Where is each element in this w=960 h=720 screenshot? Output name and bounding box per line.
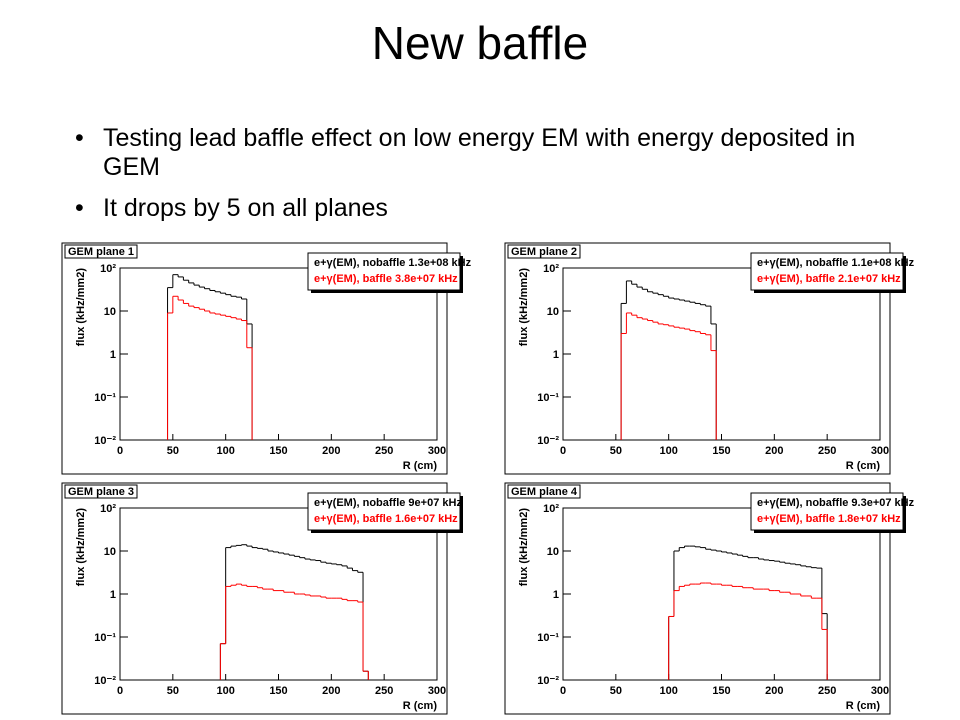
x-tick-label: 150 (712, 445, 730, 457)
x-tick-label: 0 (117, 685, 123, 697)
x-axis-label: R (cm) (846, 700, 881, 712)
x-tick-label: 100 (659, 685, 677, 697)
y-axis-label: flux (kHz/mm2) (518, 508, 530, 587)
legend (307, 252, 461, 291)
legend-entry: e+γ(EM), baffle 1.8e+07 kHz (757, 513, 901, 525)
x-axis-label: R (cm) (403, 460, 438, 472)
x-tick-label: 0 (560, 445, 566, 457)
x-tick-label: 250 (818, 685, 836, 697)
legend (750, 252, 904, 291)
x-tick-label: 100 (216, 685, 234, 697)
panel-title-box (507, 484, 581, 499)
y-tick-label: 10⁻² (94, 435, 116, 447)
x-axis-label: R (cm) (846, 460, 881, 472)
x-tick-label: 50 (167, 685, 179, 697)
legend (750, 492, 904, 531)
x-tick-label: 200 (765, 445, 783, 457)
bullet: Testing lead baffle effect on low energy… (75, 124, 875, 182)
y-tick-label: 10⁻² (537, 435, 559, 447)
x-tick-label: 300 (871, 445, 889, 457)
panel-title: GEM plane 2 (511, 246, 577, 258)
x-tick-label: 100 (659, 445, 677, 457)
legend-entry: e+γ(EM), baffle 1.6e+07 kHz (314, 513, 458, 525)
y-tick-label: 1 (553, 349, 559, 361)
panel-title-box (64, 244, 138, 259)
x-tick-label: 0 (117, 445, 123, 457)
legend-entry: e+γ(EM), nobaffle 9.3e+07 kHz (757, 497, 915, 509)
legend-entry: e+γ(EM), baffle 2.1e+07 kHz (757, 273, 901, 285)
panel-title-box (507, 244, 581, 259)
x-tick-label: 200 (322, 685, 340, 697)
legend (307, 492, 461, 531)
x-tick-label: 250 (375, 685, 393, 697)
x-tick-label: 300 (428, 445, 446, 457)
x-tick-label: 150 (269, 685, 287, 697)
x-tick-label: 200 (765, 685, 783, 697)
x-tick-label: 250 (375, 445, 393, 457)
x-tick-label: 150 (269, 445, 287, 457)
panel-title: GEM plane 3 (68, 486, 134, 498)
x-tick-label: 300 (428, 685, 446, 697)
x-tick-label: 50 (167, 445, 179, 457)
panel-title: GEM plane 4 (511, 486, 578, 498)
x-axis-label: R (cm) (403, 700, 438, 712)
x-tick-label: 250 (818, 445, 836, 457)
legend-entry: e+γ(EM), nobaffle 1.1e+08 kHz (757, 257, 915, 269)
legend-entry: e+γ(EM), baffle 3.8e+07 kHz (314, 273, 458, 285)
bullet: It drops by 5 on all planes (75, 194, 875, 223)
y-tick-label: 10 (104, 306, 116, 318)
x-tick-label: 50 (610, 685, 622, 697)
y-tick-label: 10⁻² (537, 675, 559, 687)
y-tick-label: 1 (110, 349, 116, 361)
x-tick-label: 0 (560, 685, 566, 697)
y-tick-label: 1 (110, 589, 116, 601)
x-tick-label: 200 (322, 445, 340, 457)
y-tick-label: 10 (104, 546, 116, 558)
y-axis-label: flux (kHz/mm2) (75, 508, 87, 587)
panel-title: GEM plane 1 (68, 246, 134, 258)
x-tick-label: 300 (871, 685, 889, 697)
y-tick-label: 10⁻¹ (537, 632, 559, 644)
legend-entry: e+γ(EM), nobaffle 9e+07 kHz (314, 497, 462, 509)
y-axis-label: flux (kHz/mm2) (518, 268, 530, 347)
panel-title-box (64, 484, 138, 499)
y-tick-label: 10 (547, 546, 559, 558)
y-tick-label: 10² (543, 503, 559, 515)
y-tick-label: 10² (543, 263, 559, 275)
y-tick-label: 10⁻¹ (94, 392, 116, 404)
slide-title: New baffle (371, 17, 589, 69)
y-tick-label: 10² (100, 263, 116, 275)
legend-entry: e+γ(EM), nobaffle 1.3e+08 kHz (314, 257, 472, 269)
x-tick-label: 50 (610, 445, 622, 457)
y-tick-label: 10⁻² (94, 675, 116, 687)
bullet-list: Testing lead baffle effect on low energy… (75, 124, 875, 235)
y-axis-label: flux (kHz/mm2) (75, 268, 87, 347)
x-tick-label: 150 (712, 685, 730, 697)
y-tick-label: 10 (547, 306, 559, 318)
y-tick-label: 10⁻¹ (94, 632, 116, 644)
y-tick-label: 10⁻¹ (537, 392, 559, 404)
y-tick-label: 1 (553, 589, 559, 601)
y-tick-label: 10² (100, 503, 116, 515)
x-tick-label: 100 (216, 445, 234, 457)
